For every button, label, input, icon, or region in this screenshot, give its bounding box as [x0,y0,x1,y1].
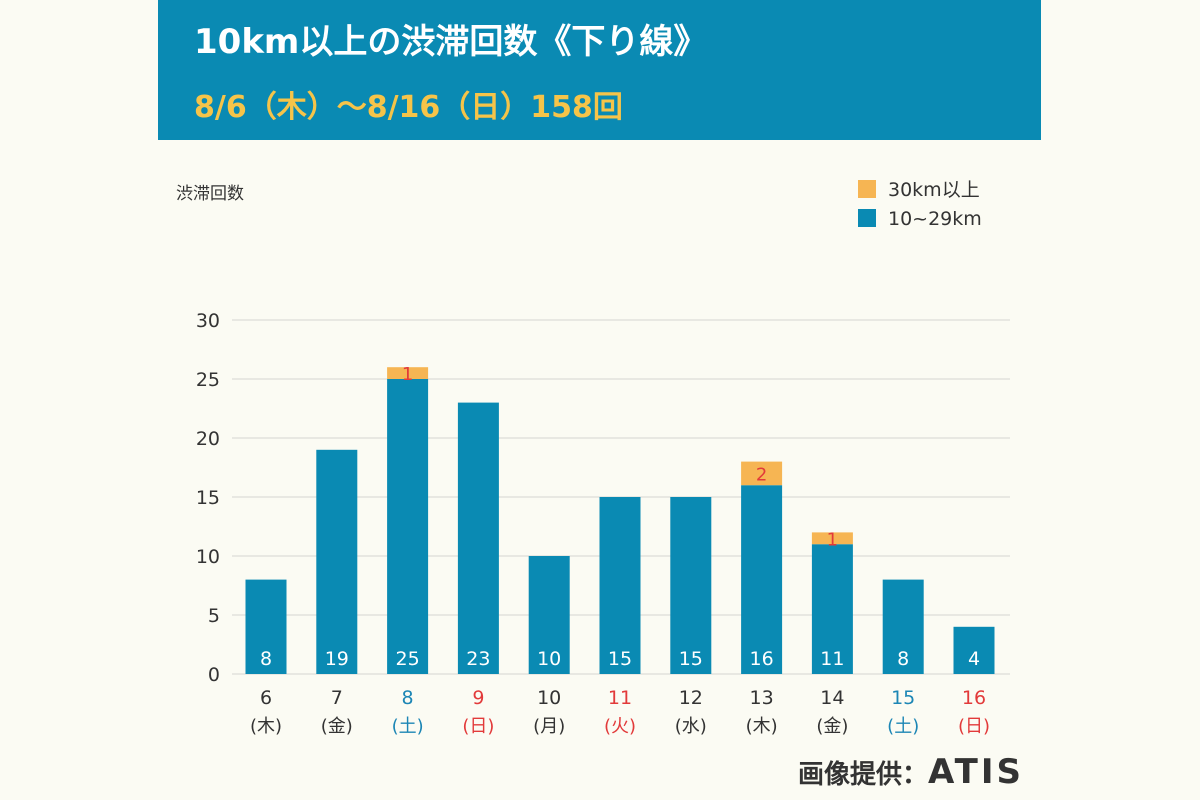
x-tick-label-weekday: (日) [958,716,990,737]
x-tick-label-day: 6 [260,687,272,709]
data-label: 15 [679,648,703,670]
x-tick-label-day: 14 [820,687,844,709]
y-tick-label: 15 [196,487,220,509]
data-label: 11 [820,648,844,670]
x-tick-label-day: 8 [402,687,414,709]
y-tick-label: 30 [196,310,220,332]
x-tick-label-day: 7 [331,687,343,709]
bar-segment-30km-plus [741,461,783,486]
legend-swatch [858,180,876,198]
data-label: 2 [756,464,767,485]
data-label: 16 [750,648,774,670]
y-tick-label: 0 [208,664,220,686]
bar-segment-10-29km [245,579,287,674]
bar-segment-10-29km [316,449,358,674]
x-tick-label-weekday: (火) [604,716,636,737]
x-tick-label-weekday: (木) [746,716,778,737]
data-label: 8 [260,648,272,670]
x-tick-label-weekday: (土) [887,716,919,737]
data-label: 23 [466,648,490,670]
legend-swatch [858,209,876,227]
data-label: 15 [608,648,632,670]
data-label: 10 [537,648,561,670]
x-tick-label-weekday: (月) [533,716,565,737]
chart-subtitle: 8/6（木）～8/16（日）158回 [194,90,623,125]
x-tick-label-day: 11 [608,687,632,709]
data-label: 1 [827,529,838,550]
x-tick-label-day: 9 [472,687,484,709]
data-label: 1 [402,364,413,385]
bar-segment-10-29km [528,556,570,674]
x-tick-label-weekday: (土) [392,716,424,737]
chart-title: 10km以上の渋滞回数《下り線》 [194,22,708,62]
x-tick-label-day: 10 [537,687,561,709]
x-tick-label-weekday: (日) [462,716,494,737]
data-label: 19 [325,648,349,670]
bar-segment-10-29km [387,379,429,674]
y-tick-label: 10 [196,546,220,568]
credit-brand: ATIS [927,752,1024,792]
image-credit: 画像提供：ATIS [798,752,1024,792]
legend-entry: 10~29km [888,208,982,230]
data-label: 25 [396,648,420,670]
x-tick-label-weekday: (金) [321,716,353,737]
x-tick-label-day: 13 [750,687,774,709]
bar-segment-10-29km [670,497,712,674]
y-tick-label: 5 [208,605,220,627]
bar-segment-10-29km [457,402,499,674]
data-label: 4 [968,648,980,670]
y-axis-label: 渋滞回数 [176,184,244,204]
x-tick-label-day: 15 [891,687,915,709]
bar-segment-10-29km [811,544,853,674]
x-tick-label-day: 16 [962,687,986,709]
legend-entry: 30km以上 [888,179,980,201]
y-tick-label: 20 [196,428,220,450]
data-label: 8 [897,648,909,670]
credit-label: 画像提供： [797,760,928,790]
x-tick-label-weekday: (木) [250,716,282,737]
header-banner: 10km以上の渋滞回数《下り線》 8/6（木）～8/16（日）158回 [158,0,1041,140]
bar-segment-30km-plus [387,367,429,379]
bar-segment-10-29km [882,579,924,674]
bar-segment-10-29km [953,626,995,674]
bar-segment-10-29km [741,485,783,674]
bar-segment-10-29km [599,497,641,674]
bar-segment-30km-plus [811,532,853,545]
x-tick-label-weekday: (金) [816,716,848,737]
y-tick-label: 25 [196,369,220,391]
x-tick-label-day: 12 [679,687,703,709]
x-tick-label-weekday: (水) [675,716,707,737]
